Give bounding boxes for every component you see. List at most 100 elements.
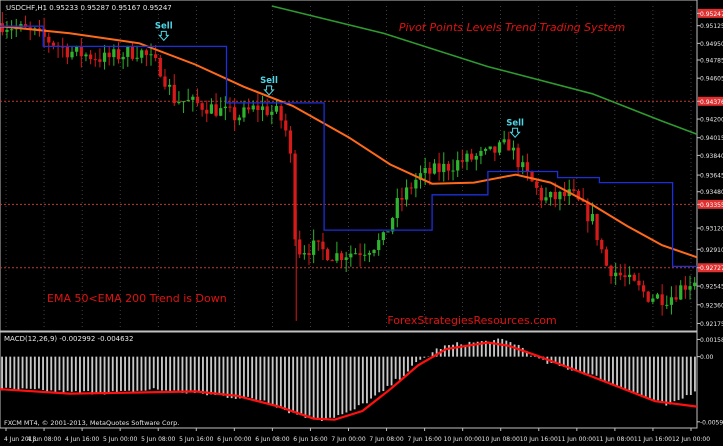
watermark: ForexStrategiesResources.com — [387, 314, 556, 327]
price-tick-label-5: 0.94376 — [700, 99, 723, 106]
candle-body-132 — [614, 272, 618, 277]
candle-body-39 — [181, 101, 186, 103]
candle-body-92 — [428, 168, 432, 174]
candle-body-24 — [112, 49, 116, 58]
price-tick-label-12: 0.93120 — [700, 226, 723, 233]
candle-body-29 — [135, 57, 139, 59]
candle-body-19 — [88, 54, 93, 60]
candle-body-85 — [395, 198, 399, 219]
candle-body-47 — [219, 108, 223, 116]
candle-body-146 — [679, 285, 683, 300]
time-tick-label-7: 6 Jun 08:00 — [255, 436, 289, 443]
price-tick-label-11: 0.93355 — [700, 202, 723, 209]
candle-body-77 — [358, 253, 362, 256]
candle-body-87 — [404, 187, 409, 200]
candle-body-142 — [660, 294, 664, 306]
candle-body-9 — [42, 28, 46, 37]
candle-body-30 — [140, 50, 144, 58]
pivot-line — [0, 25, 697, 268]
candle-body-109 — [507, 139, 511, 151]
time-tick-label-3: 5 Jun 00:00 — [103, 436, 137, 443]
candle-body-144 — [669, 297, 674, 305]
candle-body-148 — [688, 286, 692, 290]
candle-body-8 — [37, 28, 42, 30]
candle-body-83 — [386, 231, 390, 233]
time-tick-label-15: 11 Jun 00:00 — [558, 436, 596, 443]
price-tick-highlight-14 — [698, 263, 723, 273]
candle-body-15 — [70, 51, 74, 58]
candle-body-137 — [637, 280, 641, 286]
time-tick-label-4: 5 Jun 08:00 — [141, 436, 175, 443]
price-tick-label-8: 0.93840 — [700, 153, 723, 160]
candle-body-75 — [349, 253, 353, 258]
candle-body-38 — [177, 101, 181, 104]
candle-body-99 — [460, 160, 464, 162]
time-tick-label-17: 11 Jun 16:00 — [634, 436, 672, 443]
candle-body-76 — [353, 253, 358, 255]
pivot-levels — [0, 100, 697, 269]
price-tick-label-10: 0.93480 — [700, 189, 723, 196]
candle-body-131 — [609, 265, 613, 277]
candle-body-73 — [339, 253, 344, 260]
macd-axis: 0.001582 0.00 -0.005998 — [697, 337, 723, 426]
candle-body-113 — [525, 162, 530, 172]
price-tick-label-7: 0.94015 — [700, 135, 723, 142]
candle-body-45 — [209, 104, 214, 114]
time-tick-label-13: 10 Jun 08:00 — [482, 436, 520, 443]
candle-body-107 — [497, 142, 502, 153]
candle-body-34 — [158, 57, 162, 77]
candle-body-32 — [149, 54, 153, 56]
candle-body-52 — [242, 107, 246, 118]
candle-body-138 — [641, 285, 646, 292]
price-tick-label-6: 0.94200 — [700, 117, 723, 124]
macd-label: MACD(12,26,9) -0.002992 -0.004632 — [4, 335, 133, 343]
candle-body-55 — [256, 105, 260, 110]
candle-body-147 — [683, 285, 688, 290]
price-panel: Sell Sell Sell USDCHF,H1 0.95233 0.95287 0… — [0, 0, 723, 332]
candle-body-65 — [302, 253, 306, 255]
candle-body-20 — [93, 59, 97, 61]
candle-body-126 — [586, 201, 590, 222]
candle-body-2 — [9, 29, 14, 31]
time-tick-label-0: 4 Jun 2013 — [4, 436, 36, 443]
price-tick-highlight-0 — [698, 8, 723, 18]
candle-body-36 — [167, 84, 172, 87]
candle-body-14 — [65, 46, 70, 58]
candle-body-25 — [116, 49, 121, 60]
candle-body-21 — [98, 59, 102, 62]
candle-body-50 — [233, 107, 237, 121]
price-tick-label-2: 0.94950 — [700, 41, 723, 48]
sell-signal-label-2: Sell — [506, 118, 524, 128]
candle-body-11 — [51, 42, 56, 46]
candle-body-118 — [549, 191, 553, 198]
time-tick-label-5: 5 Jun 16:00 — [179, 436, 213, 443]
candle-body-56 — [260, 106, 265, 110]
candle-body-127 — [590, 214, 595, 222]
candle-body-88 — [409, 187, 413, 189]
candle-body-61 — [284, 120, 288, 131]
candle-body-27 — [126, 47, 130, 57]
candle-body-59 — [274, 106, 279, 112]
candle-body-54 — [251, 105, 255, 110]
candle-body-10 — [47, 36, 51, 43]
sell-signals: Sell Sell Sell — [155, 21, 524, 138]
candle-body-82 — [381, 232, 385, 241]
candle-body-91 — [423, 168, 427, 174]
candle-body-23 — [107, 52, 111, 58]
candle-body-103 — [479, 150, 483, 156]
candle-body-106 — [493, 146, 497, 153]
macd-panel: MACD(12,26,9) -0.002992 -0.004632 FXCM M… — [0, 331, 723, 429]
candle-body-93 — [432, 163, 437, 174]
candle-body-6 — [28, 27, 32, 29]
time-tick-label-1: 4 Jun 08:00 — [27, 436, 61, 443]
candle-body-60 — [279, 106, 283, 121]
symbol-label: USDCHF,H1 0.95233 0.95287 0.95167 0.9524… — [6, 4, 172, 12]
candle-body-71 — [330, 260, 334, 262]
candle-body-108 — [502, 139, 506, 143]
candle-body-53 — [246, 107, 251, 110]
candle-body-141 — [655, 294, 660, 299]
candle-body-16 — [75, 46, 79, 52]
candle-body-101 — [470, 153, 474, 160]
candle-body-94 — [437, 163, 441, 173]
macd-tick-label-1: 0.00 — [700, 354, 714, 361]
